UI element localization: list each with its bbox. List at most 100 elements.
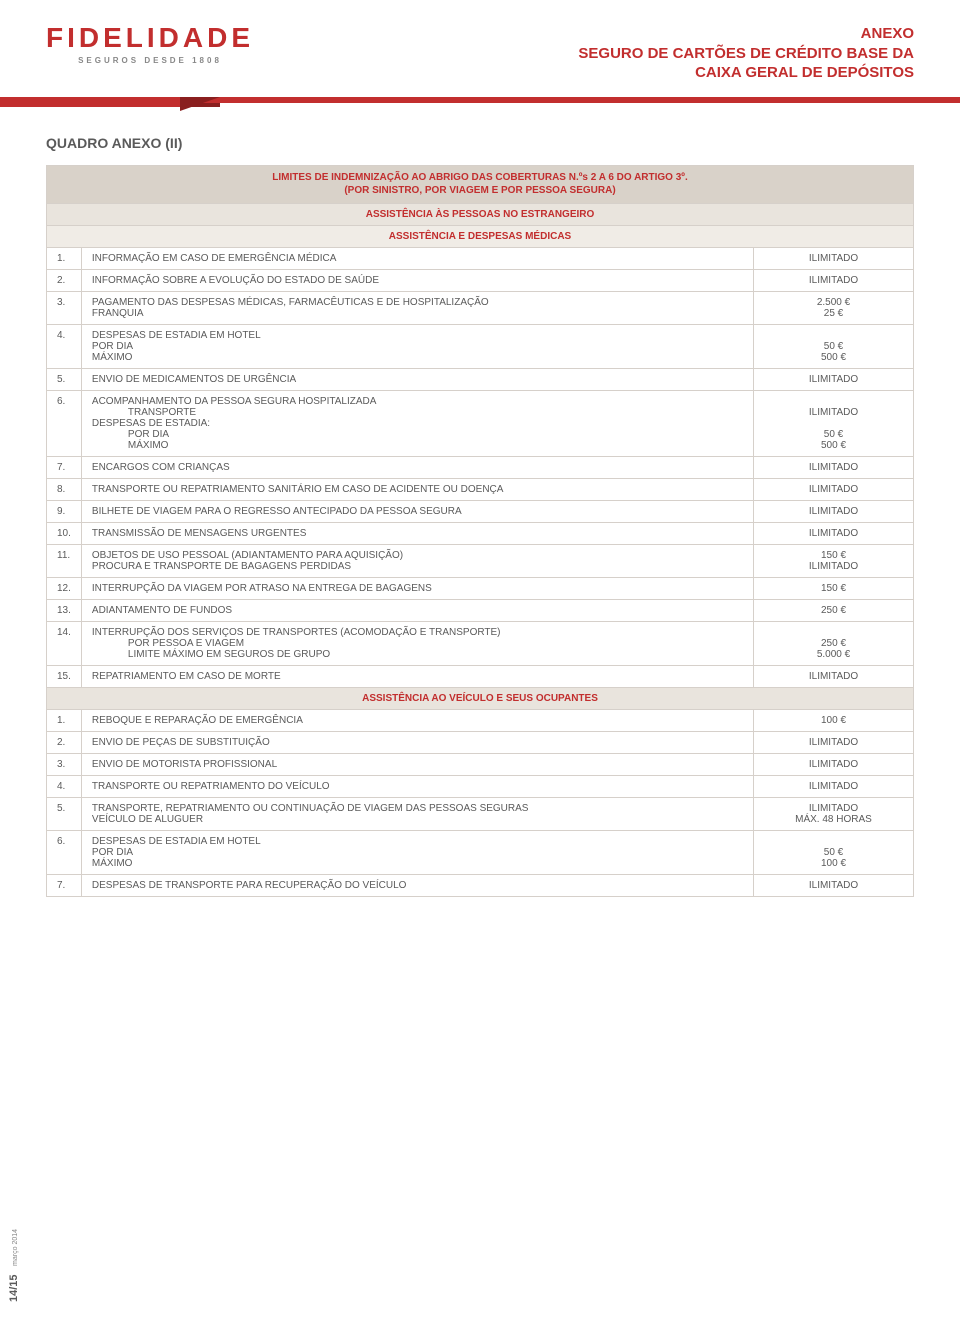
value-line: 100 €: [764, 715, 903, 726]
text-line: REBOQUE E REPARAÇÃO DE EMERGÊNCIA: [92, 715, 743, 726]
table-row: 10.TRANSMISSÃO DE MENSAGENS URGENTES ILIM…: [47, 522, 914, 544]
table-row: 2. ENVIO DE PEÇAS DE SUBSTITUIÇÃO ILIMITAD…: [47, 731, 914, 753]
table-row: 6.DESPESAS DE ESTADIA EM HOTELPOR DIAMÁX…: [47, 830, 914, 874]
doc-title-line3: CAIXA GERAL DE DEPÓSITOS: [578, 63, 914, 83]
value-line: 150 €: [764, 550, 903, 561]
value-line: ILIMITADO: [764, 671, 903, 682]
value-line: 250 €: [764, 638, 903, 649]
value-line: [764, 836, 903, 847]
value-line: ILIMITADO: [764, 803, 903, 814]
text-line: ACOMPANHAMENTO DA PESSOA SEGURA HOSPITAL…: [92, 396, 743, 407]
text-line: INFORMAÇÃO EM CASO DE EMERGÊNCIA MÉDICA: [92, 253, 743, 264]
main-header-line2: (POR SINISTRO, POR VIAGEM E POR PESSOA S…: [57, 184, 903, 198]
row-value: ILIMITADO: [754, 368, 914, 390]
row-number: 3.: [47, 291, 82, 324]
value-line: 250 €: [764, 605, 903, 616]
text-line: INTERRUPÇÃO DOS SERVIÇOS DE TRANSPORTES …: [92, 627, 743, 638]
row-number: 10.: [47, 522, 82, 544]
table-row: 14. INTERRUPÇÃO DOS SERVIÇOS DE TRANSPORT…: [47, 621, 914, 665]
value-line: ILIMITADO: [764, 759, 903, 770]
row-value: ILIMITADO: [754, 500, 914, 522]
value-line: ILIMITADO: [764, 781, 903, 792]
text-line: DESPESAS DE ESTADIA:: [92, 418, 743, 429]
row-description: ACOMPANHAMENTO DA PESSOA SEGURA HOSPITAL…: [81, 390, 753, 456]
page-number: 14/15: [8, 1274, 20, 1302]
text-line: FRANQUIA: [92, 308, 743, 319]
text-line: DESPESAS DE ESTADIA EM HOTEL: [92, 330, 743, 341]
table-row: 3.PAGAMENTO DAS DESPESAS MÉDICAS, FARMAC…: [47, 291, 914, 324]
text-line: ENVIO DE MEDICAMENTOS DE URGÊNCIA: [92, 374, 743, 385]
table-row: 8.TRANSPORTE OU REPATRIAMENTO SANITÁRIO …: [47, 478, 914, 500]
document-title: ANEXO SEGURO DE CARTÕES DE CRÉDITO BASE …: [578, 24, 914, 83]
text-line: INFORMAÇÃO SOBRE A EVOLUÇÃO DO ESTADO DE…: [92, 275, 743, 286]
row-number: 3.: [47, 753, 82, 775]
table-row: 4.DESPESAS DE ESTADIA EM HOTELPOR DIAMÁX…: [47, 324, 914, 368]
text-line: POR DIA: [92, 429, 743, 440]
row-number: 6.: [47, 830, 82, 874]
text-line: INTERRUPÇÃO DA VIAGEM POR ATRASO NA ENTR…: [92, 583, 743, 594]
value-line: ILIMITADO: [764, 528, 903, 539]
value-line: 2.500 €: [764, 297, 903, 308]
text-line: ENVIO DE PEÇAS DE SUBSTITUIÇÃO: [92, 737, 743, 748]
value-line: ILIMITADO: [764, 253, 903, 264]
value-line: [764, 396, 903, 407]
table-row: 1.REBOQUE E REPARAÇÃO DE EMERGÊNCIA100 €: [47, 709, 914, 731]
row-description: TRANSMISSÃO DE MENSAGENS URGENTES: [81, 522, 753, 544]
text-line: MÁXIMO: [92, 858, 743, 869]
row-description: OBJETOS DE USO PESSOAL (ADIANTAMENTO PAR…: [81, 544, 753, 577]
row-value: ILIMITADO: [754, 665, 914, 687]
table-row: 2.INFORMAÇÃO SOBRE A EVOLUÇÃO DO ESTADO …: [47, 269, 914, 291]
row-value: ILIMITADO: [754, 456, 914, 478]
text-line: POR PESSOA E VIAGEM: [92, 638, 743, 649]
table-row: 11.OBJETOS DE USO PESSOAL (ADIANTAMENTO …: [47, 544, 914, 577]
row-value: ILIMITADO: [754, 753, 914, 775]
value-line: ILIMITADO: [764, 407, 903, 418]
row-description: TRANSPORTE OU REPATRIAMENTO DO VEÍCULO: [81, 775, 753, 797]
main-header-line1: LIMITES DE INDEMNIZAÇÃO AO ABRIGO DAS CO…: [57, 171, 903, 185]
text-line: ENCARGOS COM CRIANÇAS: [92, 462, 743, 473]
text-line: BILHETE DE VIAGEM PARA O REGRESSO ANTECI…: [92, 506, 743, 517]
row-number: 7.: [47, 874, 82, 896]
header-red-bar: [0, 97, 960, 107]
row-value: 150 €ILIMITADO: [754, 544, 914, 577]
text-line: REPATRIAMENTO EM CASO DE MORTE: [92, 671, 743, 682]
row-description: ENVIO DE MEDICAMENTOS DE URGÊNCIA: [81, 368, 753, 390]
row-description: DESPESAS DE TRANSPORTE PARA RECUPERAÇÃO …: [81, 874, 753, 896]
row-value: ILIMITADO: [754, 775, 914, 797]
table-row: 12. INTERRUPÇÃO DA VIAGEM POR ATRASO NA E…: [47, 577, 914, 599]
row-value: ILIMITADO: [754, 731, 914, 753]
footer-date: março 2014: [12, 1229, 19, 1266]
row-number: 6.: [47, 390, 82, 456]
text-line: TRANSPORTE: [92, 407, 743, 418]
row-description: ADIANTAMENTO DE FUNDOS: [81, 599, 753, 621]
table-main-header: LIMITES DE INDEMNIZAÇÃO AO ABRIGO DAS CO…: [47, 165, 914, 203]
row-number: 4.: [47, 324, 82, 368]
value-line: 500 €: [764, 440, 903, 451]
row-value: ILIMITADO: [754, 478, 914, 500]
row-number: 4.: [47, 775, 82, 797]
text-line: VEÍCULO DE ALUGUER: [92, 814, 743, 825]
section-title: QUADRO ANEXO (II): [46, 135, 914, 151]
row-number: 11.: [47, 544, 82, 577]
table-row: 4.TRANSPORTE OU REPATRIAMENTO DO VEÍCULO…: [47, 775, 914, 797]
doc-title-line2: SEGURO DE CARTÕES DE CRÉDITO BASE DA: [578, 44, 914, 64]
text-line: POR DIA: [92, 847, 743, 858]
value-line: ILIMITADO: [764, 506, 903, 517]
row-number: 14.: [47, 621, 82, 665]
row-number: 12.: [47, 577, 82, 599]
value-line: 5.000 €: [764, 649, 903, 660]
row-number: 5.: [47, 368, 82, 390]
table-row: 5.TRANSPORTE, REPATRIAMENTO OU CONTINUAÇ…: [47, 797, 914, 830]
doc-title-line1: ANEXO: [578, 24, 914, 44]
table-subheader-3: ASSISTÊNCIA AO VEÍCULO E SEUS OCUPANTES: [47, 687, 914, 709]
row-description: INTERRUPÇÃO DA VIAGEM POR ATRASO NA ENTR…: [81, 577, 753, 599]
value-line: MÁX. 48 HORAS: [764, 814, 903, 825]
row-number: 2.: [47, 731, 82, 753]
row-number: 15.: [47, 665, 82, 687]
table-row: 15. REPATRIAMENTO EM CASO DE MORTE ILIMITA…: [47, 665, 914, 687]
logo-block: FIDELIDADE SEGUROS DESDE 1808: [46, 24, 254, 65]
value-line: 50 €: [764, 429, 903, 440]
subheader-1-text: ASSISTÊNCIA ÀS PESSOAS NO ESTRANGEIRO: [47, 203, 914, 225]
text-line: PROCURA E TRANSPORTE DE BAGAGENS PERDIDA…: [92, 561, 743, 572]
row-number: 8.: [47, 478, 82, 500]
